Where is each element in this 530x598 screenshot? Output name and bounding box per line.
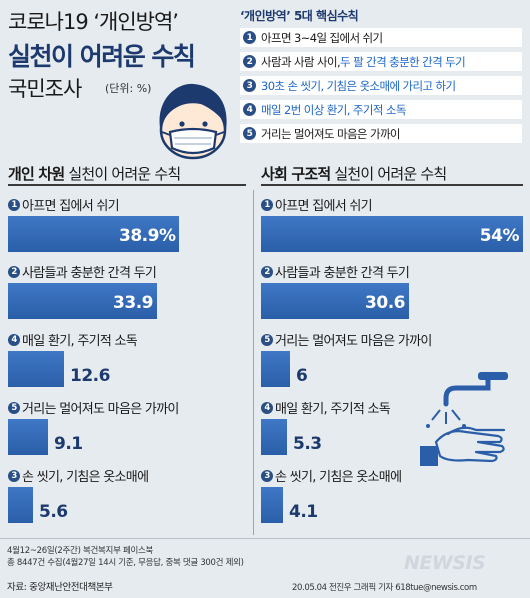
- rule-number-badge: 1: [8, 198, 20, 211]
- rule-item: 1 아프면 3~4일 집에서 쉬기: [240, 28, 522, 47]
- bar-label: 2 사람들과 충분한 간격 두기: [8, 262, 157, 281]
- bar-label-text: 사람들과 충분한 간격 두기: [275, 266, 410, 281]
- social-title-rest: 실천이 어려운 수칙: [330, 165, 447, 183]
- rules-title: ‘개인방역’ 5대 핵심수칙: [240, 9, 359, 23]
- source-label: 자료: 중앙재난안전대책본부: [7, 582, 113, 593]
- rule-text: 아프면 3~4일 집에서 쉬기: [261, 30, 383, 45]
- bar-label-text: 매일 환기, 주기적 소독: [22, 334, 138, 349]
- bar-label: 5 거리는 멀어져도 마음은 가까이: [8, 398, 179, 417]
- bar: [8, 487, 33, 523]
- bar: [8, 283, 157, 319]
- rule-number-badge: 1: [243, 31, 256, 44]
- rule-text: 사람과 사람 사이,: [261, 54, 341, 69]
- credit-label: 20.05.04 전진우 그래픽 기자 618tue@newsis.com: [292, 583, 477, 593]
- bar-label: 1 아프면 집에서 쉬기: [8, 195, 120, 214]
- rule-number-badge: 2: [243, 55, 256, 68]
- rule-number-badge: 5: [8, 401, 20, 414]
- bar: [8, 351, 64, 387]
- rule-highlight-text: 두 팔 간격 충분한 간격 두기: [340, 54, 466, 69]
- rule-number-badge: 3: [243, 79, 256, 92]
- survey-note-2: 총 8447건 수집(4월27일 14시 기준, 무응답, 중복 댓글 300건…: [7, 558, 244, 568]
- rule-text: 거리는 멀어져도 마음은 가까이: [261, 126, 401, 141]
- bar: [8, 216, 179, 252]
- social-divider: [261, 184, 523, 186]
- rule-number-badge: 4: [8, 333, 20, 346]
- title-line-2: 실천이 어려운 수칙: [8, 42, 196, 71]
- bar-value-label: 6: [296, 366, 308, 386]
- bar-label-text: 아프면 집에서 쉬기: [275, 199, 373, 214]
- bar-label-text: 손 씻기, 기침은 옷소매에: [22, 470, 149, 485]
- bar-label-text: 사람들과 충분한 간격 두기: [22, 266, 157, 281]
- bar: [8, 419, 48, 455]
- rule-highlight-text: 매일 2번 이상 환기, 주기적 소독: [261, 102, 406, 117]
- bar: [261, 283, 409, 319]
- personal-title-bold: 개인 차원: [8, 165, 65, 183]
- bar-value-label: 12.6: [70, 366, 110, 386]
- bar-value-label: 5.6: [39, 502, 68, 522]
- bar-label: 2 사람들과 충분한 간격 두기: [261, 262, 410, 281]
- rule-number-badge: 5: [243, 127, 256, 140]
- bar-label-text: 매일 환기, 주기적 소독: [275, 402, 391, 417]
- rule-item: 2 사람과 사람 사이, 두 팔 간격 충분한 간격 두기: [240, 52, 522, 71]
- bar-value-label: 33.9: [113, 293, 153, 313]
- rule-number-badge: 2: [261, 265, 273, 278]
- bar-value-label: 9.1: [54, 434, 83, 454]
- bar-value-label: 54%: [479, 226, 520, 246]
- rule-number-badge: 5: [261, 333, 273, 346]
- footer-rule: [0, 538, 530, 539]
- bar-value-label: 4.1: [289, 502, 318, 522]
- masked-face-icon: [159, 83, 227, 160]
- bar-value-label: 30.6: [365, 293, 405, 313]
- rule-number-badge: 4: [261, 401, 273, 414]
- rule-number-badge: 4: [243, 103, 256, 116]
- bar-label-text: 손 씻기, 기침은 옷소매에: [275, 470, 402, 485]
- bar-label: 1 아프면 집에서 쉬기: [261, 195, 373, 214]
- column-divider: [253, 190, 254, 535]
- rule-highlight-text: 30초 손 씻기, 기침은 옷소매에 가리고 하기: [261, 78, 456, 93]
- rule-number-badge: 2: [8, 265, 20, 278]
- personal-section-title: 개인 차원 실천이 어려운 수칙: [8, 163, 181, 184]
- bar-value-label: 38.9%: [119, 226, 176, 246]
- rule-item: 3 30초 손 씻기, 기침은 옷소매에 가리고 하기: [240, 76, 522, 95]
- title-line-3: 국민조사: [8, 77, 82, 101]
- bar-value-label: 5.3: [293, 434, 322, 454]
- rule-number-badge: 1: [261, 198, 273, 211]
- bar-label: 4 매일 환기, 주기적 소독: [8, 330, 138, 349]
- bar-label-text: 거리는 멀어져도 마음은 가까이: [275, 334, 432, 349]
- rule-number-badge: 3: [261, 469, 273, 482]
- survey-note-1: 4월12~26일(2주간) 복건복지부 페이스북: [7, 546, 154, 556]
- newsis-logo: NEWSIS: [404, 552, 486, 574]
- hand-washing-icon: [420, 372, 508, 466]
- bar: [261, 351, 290, 387]
- bar-label: 4 매일 환기, 주기적 소독: [261, 398, 391, 417]
- unit-label: (단위: %): [105, 82, 152, 95]
- title-line-1: 코로나19 ‘개인방역’: [8, 10, 179, 34]
- rule-number-badge: 3: [8, 469, 20, 482]
- bar: [261, 487, 283, 523]
- bar-label-text: 아프면 집에서 쉬기: [22, 199, 120, 214]
- bar: [261, 419, 287, 455]
- social-title-bold: 사회 구조적: [261, 165, 331, 183]
- rule-item: 4 매일 2번 이상 환기, 주기적 소독: [240, 100, 522, 119]
- personal-title-rest: 실천이 어려운 수칙: [64, 165, 181, 183]
- bar-label-text: 거리는 멀어져도 마음은 가까이: [22, 402, 179, 417]
- bar: [261, 216, 523, 252]
- personal-divider: [8, 184, 246, 186]
- rule-item: 5 거리는 멀어져도 마음은 가까이: [240, 124, 522, 143]
- bar-label: 5 거리는 멀어져도 마음은 가까이: [261, 330, 432, 349]
- social-section-title: 사회 구조적 실천이 어려운 수칙: [261, 163, 447, 184]
